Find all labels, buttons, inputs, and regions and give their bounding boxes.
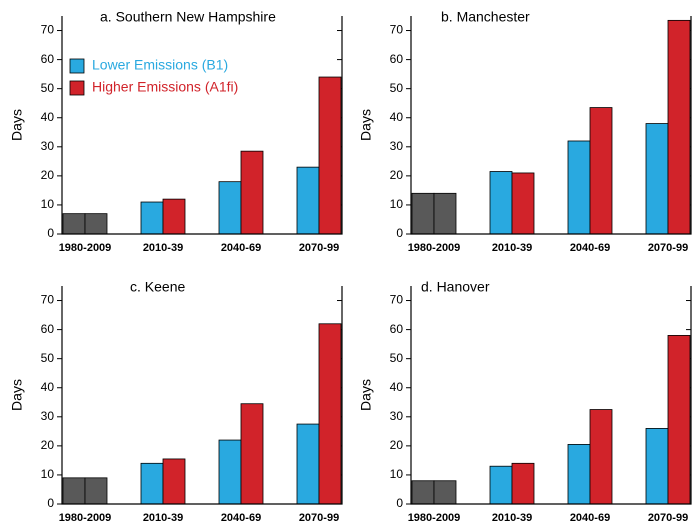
y-axis-label: Days <box>358 379 374 411</box>
bar <box>162 458 186 505</box>
bar <box>318 323 342 505</box>
bar <box>489 465 513 505</box>
x-tick-label: 2040-69 <box>570 242 610 254</box>
chart-title: d. Hanover <box>421 279 490 295</box>
x-tick-label: 2040-69 <box>570 512 610 523</box>
bar <box>218 181 242 235</box>
x-tick-label: 1980-2009 <box>59 242 112 254</box>
bar <box>411 480 435 505</box>
bar <box>567 444 591 505</box>
y-tick-label: 50 <box>390 81 404 95</box>
x-tick-label: 1980-2009 <box>408 512 461 523</box>
y-tick-label: 10 <box>390 467 404 481</box>
bar <box>84 477 108 505</box>
bar <box>489 171 513 235</box>
bar <box>645 123 669 235</box>
bar <box>567 140 591 235</box>
x-tick-label: 2070-99 <box>648 242 688 254</box>
legend-label: Lower Emissions (B1) <box>92 57 228 73</box>
y-tick-label: 10 <box>390 197 404 211</box>
y-tick-label: 50 <box>41 81 55 95</box>
bar <box>433 192 457 235</box>
y-tick-label: 70 <box>390 293 404 307</box>
y-axis-label: Days <box>9 109 25 141</box>
bar <box>645 428 669 505</box>
x-tick-label: 2040-69 <box>221 242 261 254</box>
y-tick-label: 60 <box>41 322 55 336</box>
bar <box>84 213 108 235</box>
y-tick-label: 0 <box>47 226 54 240</box>
y-tick-label: 20 <box>390 168 404 182</box>
bar <box>218 439 242 505</box>
y-tick-label: 40 <box>390 110 404 124</box>
y-tick-label: 70 <box>41 23 55 37</box>
bar <box>433 480 457 505</box>
y-tick-label: 30 <box>41 139 55 153</box>
y-tick-label: 50 <box>390 351 404 365</box>
bar <box>589 409 613 505</box>
bar <box>240 150 264 235</box>
y-tick-label: 60 <box>390 322 404 336</box>
bar <box>411 192 435 235</box>
x-tick-label: 2010-39 <box>143 242 183 254</box>
bar <box>140 462 164 505</box>
x-tick-label: 2070-99 <box>299 512 339 523</box>
chart-title: a. Southern New Hampshire <box>100 9 276 25</box>
bar <box>140 201 164 235</box>
y-tick-label: 40 <box>41 110 55 124</box>
axes <box>410 16 692 235</box>
y-tick-label: 0 <box>47 496 54 510</box>
axes <box>61 286 343 505</box>
bar <box>511 462 535 505</box>
legend-swatch <box>69 58 85 74</box>
x-tick-label: 2010-39 <box>492 512 532 523</box>
y-tick-label: 30 <box>41 409 55 423</box>
bar <box>296 423 320 505</box>
y-tick-label: 0 <box>396 496 403 510</box>
y-tick-label: 40 <box>390 380 404 394</box>
y-tick-label: 60 <box>390 52 404 66</box>
y-tick-label: 60 <box>41 52 55 66</box>
x-tick-label: 1980-2009 <box>408 242 461 254</box>
x-tick-label: 2070-99 <box>299 242 339 254</box>
y-tick-label: 10 <box>41 467 55 481</box>
x-tick-label: 1980-2009 <box>59 512 112 523</box>
axes <box>61 16 343 235</box>
y-tick-label: 20 <box>390 438 404 452</box>
bar <box>667 19 691 235</box>
legend-label: Higher Emissions (A1fi) <box>92 79 238 95</box>
y-axis-label: Days <box>358 109 374 141</box>
legend-swatch <box>69 80 85 96</box>
x-tick-label: 2070-99 <box>648 512 688 523</box>
y-tick-label: 0 <box>396 226 403 240</box>
axes <box>410 286 692 505</box>
x-tick-label: 2010-39 <box>143 512 183 523</box>
bar <box>62 477 86 505</box>
y-tick-label: 70 <box>41 293 55 307</box>
bar <box>240 403 264 505</box>
bar <box>589 107 613 235</box>
y-tick-label: 40 <box>41 380 55 394</box>
y-tick-label: 30 <box>390 139 404 153</box>
y-tick-label: 20 <box>41 168 55 182</box>
bar <box>667 335 691 505</box>
bar <box>296 166 320 235</box>
bar <box>162 198 186 235</box>
y-tick-label: 70 <box>390 23 404 37</box>
x-tick-label: 2010-39 <box>492 242 532 254</box>
y-axis-label: Days <box>9 379 25 411</box>
bar <box>511 172 535 235</box>
x-tick-label: 2040-69 <box>221 512 261 523</box>
y-tick-label: 50 <box>41 351 55 365</box>
bar <box>62 213 86 235</box>
y-tick-label: 30 <box>390 409 404 423</box>
bar <box>318 76 342 235</box>
y-tick-label: 10 <box>41 197 55 211</box>
y-tick-label: 20 <box>41 438 55 452</box>
chart-title: b. Manchester <box>441 9 530 25</box>
chart-title: c. Keene <box>130 279 185 295</box>
